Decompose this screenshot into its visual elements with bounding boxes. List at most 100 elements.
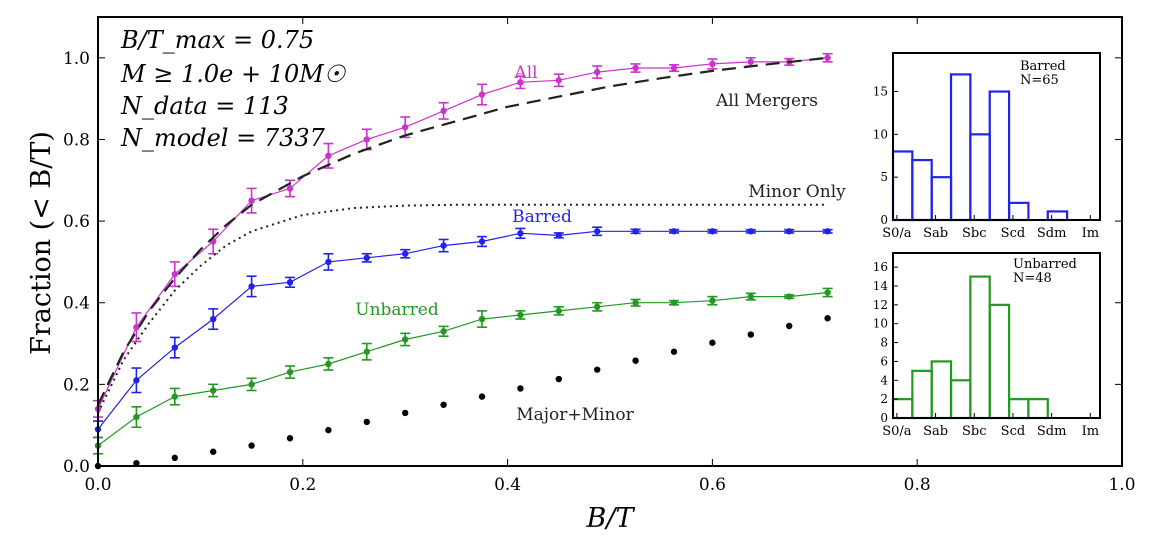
inset-x-tick-label: Im — [1082, 424, 1099, 439]
inset-y-tick-label: 5 — [880, 170, 888, 184]
label-minor-only: Minor Only — [748, 182, 846, 202]
data-point-unbarred — [363, 348, 370, 355]
info-line-mass: M ≥ 1.0e + 10M☉ — [120, 60, 347, 88]
data-point-barred — [402, 250, 409, 257]
inset-y-tick-label: 12 — [873, 298, 888, 312]
data-point-major-minor — [363, 418, 370, 426]
series-line-minor-only — [97, 203, 828, 414]
inset-y-tick-label: 2 — [880, 392, 888, 406]
x-tick-label: 0.8 — [904, 475, 931, 495]
data-point-major-minor — [133, 459, 140, 467]
data-point-barred — [171, 344, 178, 351]
series-line-unbarred — [97, 291, 828, 447]
data-point-barred — [824, 228, 831, 235]
series-line-all-mergers — [97, 56, 828, 406]
data-point-all — [709, 60, 716, 68]
data-point-barred — [747, 228, 754, 235]
data-point-unbarred — [440, 328, 447, 335]
data-point-major-minor — [402, 409, 409, 417]
data-point-unbarred — [747, 293, 754, 300]
data-point-all — [171, 270, 178, 278]
main-plot-frame — [97, 16, 1123, 467]
data-point-major-minor — [325, 426, 332, 434]
inset-unbarred-count: N=48 — [1013, 271, 1052, 286]
main-series-layer — [93, 52, 833, 470]
data-point-all — [555, 77, 562, 84]
series-line-all — [97, 57, 828, 410]
data-point-all — [133, 324, 140, 331]
data-point-all — [325, 152, 332, 159]
inset-unbarred-frame — [892, 252, 1101, 419]
inset-x-tick-label: Sdm — [1037, 226, 1067, 241]
data-point-barred — [363, 254, 370, 262]
data-point-barred — [632, 228, 639, 235]
data-point-major-minor — [478, 393, 486, 400]
data-point-unbarred — [555, 307, 562, 315]
data-point-barred — [440, 242, 447, 249]
y-tick-label: 0.4 — [63, 294, 90, 314]
inset-unbarred-background — [893, 253, 1100, 418]
inset-x-tick-label: S0/a — [882, 226, 912, 241]
info-line-ndata: N_data = 113 — [120, 92, 289, 120]
data-point-major-minor — [517, 385, 524, 392]
data-point-all — [478, 91, 486, 98]
data-point-all — [402, 124, 409, 131]
inset-y-tick-label: 10 — [873, 127, 888, 141]
x-tick-label: 0.2 — [289, 475, 316, 495]
label-unbarred: Unbarred — [355, 300, 439, 320]
inset-barred-count: N=65 — [1020, 73, 1059, 88]
inset-barred-title: Barred — [1020, 59, 1066, 74]
inset-y-tick-label: 15 — [873, 85, 888, 99]
data-point-barred — [670, 228, 678, 235]
inset-barred-background — [893, 53, 1100, 220]
data-point-barred — [517, 230, 524, 237]
inset-x-tick-label: Sab — [923, 226, 948, 241]
inset-y-tick-label: 0 — [880, 213, 888, 227]
data-point-unbarred — [670, 299, 678, 306]
x-tick-label: 1.0 — [1108, 475, 1135, 495]
y-tick-label: 0.6 — [63, 212, 90, 232]
data-point-all — [632, 64, 639, 72]
inset-x-tick-label: Scd — [1001, 226, 1026, 241]
inset-y-tick-label: 16 — [873, 260, 888, 274]
data-point-all — [824, 54, 831, 62]
data-point-unbarred — [325, 360, 332, 368]
inset-x-tick-label: Sbc — [962, 424, 987, 439]
inset-barred: 0 5 10 15 S0/a Sab Sbc Scd Sdm Im Barred N=65 — [873, 52, 1101, 241]
data-point-unbarred — [286, 368, 294, 376]
data-point-barred — [210, 315, 217, 323]
inset-x-tick-label: S0/a — [882, 424, 912, 439]
inset-y-tick-label: 6 — [880, 354, 888, 368]
data-point-barred — [709, 228, 716, 235]
inset-unbarred-title: Unbarred — [1013, 257, 1077, 272]
data-point-all — [286, 185, 294, 192]
x-tick-label: 0.4 — [494, 475, 521, 495]
label-major-minor: Major+Minor — [516, 405, 634, 425]
data-point-major-minor — [632, 357, 639, 364]
y-tick-label: 0.8 — [63, 130, 90, 150]
data-point-barred — [786, 228, 793, 235]
data-point-barred — [478, 238, 486, 245]
label-all: All — [513, 63, 537, 83]
data-point-unbarred — [786, 293, 793, 300]
data-point-all — [248, 197, 255, 204]
series-labels: All All Mergers Minor Only Barred Unbarr… — [355, 63, 846, 425]
inset-y-tick-label: 4 — [880, 373, 888, 387]
inset-x-tick-label: Sbc — [962, 226, 987, 241]
data-point-unbarred — [824, 289, 831, 296]
inset-y-tick-label: 10 — [873, 317, 888, 331]
main-plot: 0.0 0.2 0.4 0.6 0.8 1.0 0.0 0.2 0.4 0.6 0.8 1.0 B/… — [26, 16, 1136, 534]
data-point-all — [517, 79, 524, 86]
data-point-all — [670, 64, 678, 72]
data-point-major-minor — [171, 454, 178, 462]
x-axis-label: B/T — [586, 503, 636, 534]
data-point-unbarred — [133, 413, 140, 421]
data-point-all — [363, 136, 370, 143]
data-point-major-minor — [824, 315, 831, 322]
main-x-tick-labels: 0.0 0.2 0.4 0.6 0.8 1.0 — [84, 475, 1135, 495]
data-point-barred — [594, 228, 601, 235]
info-text-block: B/T_max = 0.75 M ≥ 1.0e + 10M☉ N_data = … — [120, 26, 347, 152]
data-point-major-minor — [594, 366, 601, 373]
data-point-barred — [133, 377, 140, 384]
